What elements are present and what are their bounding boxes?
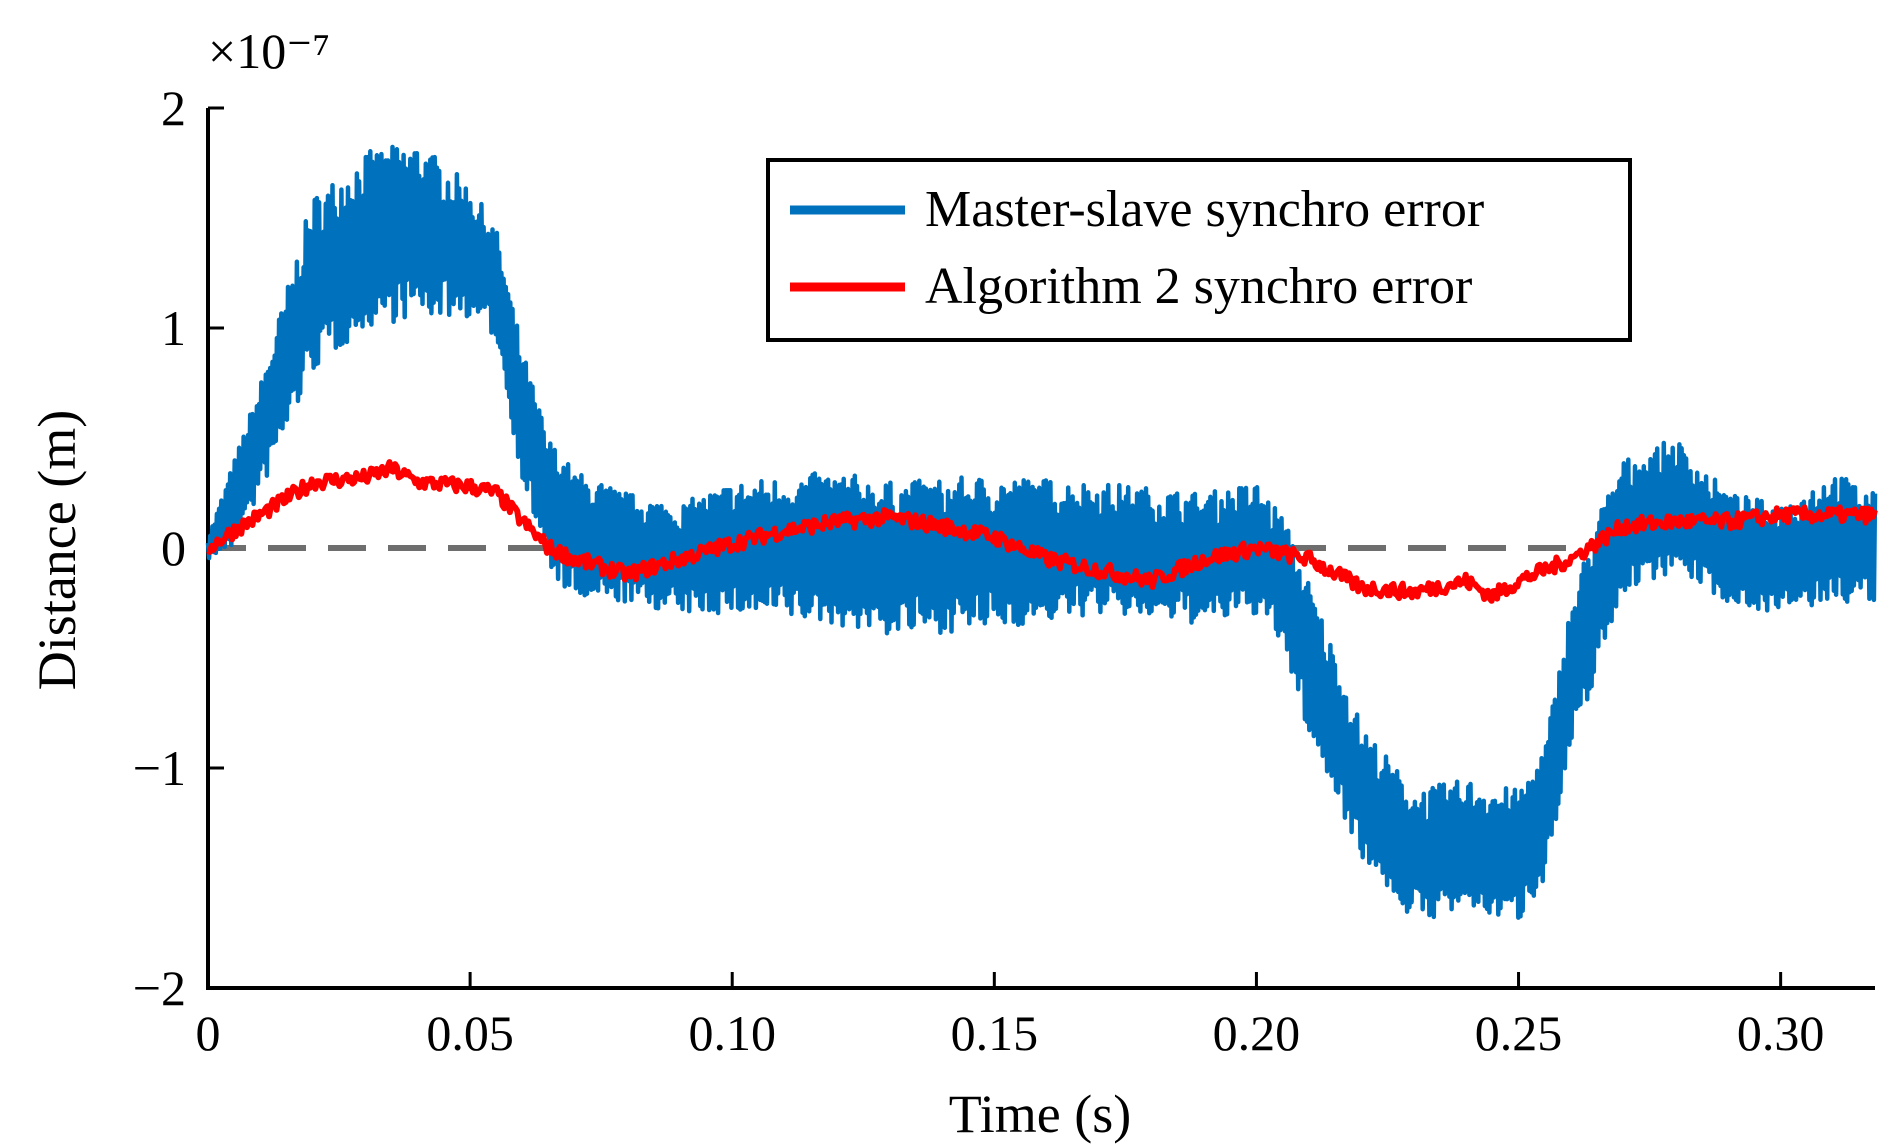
x-tick-label: 0.10: [688, 1005, 776, 1061]
x-tick-label: 0: [196, 1005, 221, 1061]
x-ticks: 0 0.05 0.10 0.15 0.20 0.25 0.30: [196, 972, 1825, 1061]
y-tick-label: −2: [133, 960, 186, 1016]
legend-box: [766, 158, 1632, 342]
x-tick-label: 0.20: [1213, 1005, 1301, 1061]
legend-label-algorithm-2: Algorithm 2 synchro error: [925, 258, 1472, 315]
y-ticks: −2 −1 0 1 2: [133, 80, 224, 1016]
y-tick-label: 2: [161, 80, 186, 136]
x-tick-label: 0.30: [1737, 1005, 1825, 1061]
y-tick-label: −1: [133, 740, 186, 796]
x-tick-label: 0.05: [426, 1005, 514, 1061]
series-line-master-slave: [205, 144, 1878, 920]
series-line-algorithm-2: [206, 459, 1878, 604]
legend: Master-slave synchro error Algorithm 2 s…: [766, 158, 1632, 342]
y-tick-label: 0: [161, 520, 186, 576]
x-tick-label: 0.15: [951, 1005, 1039, 1061]
legend-label-master-slave: Master-slave synchro error: [925, 181, 1484, 238]
y-exponent-label: ×10⁻⁷: [208, 23, 330, 79]
y-tick-label: 1: [161, 300, 186, 356]
x-tick-label: 0.25: [1475, 1005, 1563, 1061]
y-axis-label: Distance (m): [27, 410, 87, 690]
x-axis-label: Time (s): [949, 1084, 1132, 1144]
